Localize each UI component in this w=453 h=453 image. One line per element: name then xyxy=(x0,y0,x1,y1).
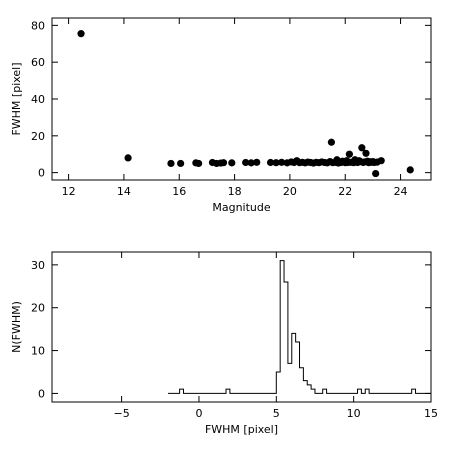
scatter-point xyxy=(242,158,250,167)
scatter-point xyxy=(77,30,85,38)
x-tick-label: 20 xyxy=(283,185,297,198)
scatter-point xyxy=(167,159,175,168)
x-tick-label: 22 xyxy=(338,185,352,198)
scatter-point xyxy=(247,159,255,167)
y-tick-label: 20 xyxy=(31,302,45,315)
y-tick-label: 30 xyxy=(31,259,45,272)
histogram-step-line xyxy=(168,260,431,394)
x-tick-label: 12 xyxy=(62,185,76,198)
scatter-plot-frame xyxy=(51,17,432,181)
x-tick-label: 5 xyxy=(273,407,280,420)
y-tick-label: 20 xyxy=(31,130,45,143)
scatter-axis-ticks: 12 14 16 18 20 22 24 0 20 40 60 80 xyxy=(31,18,431,198)
histogram-panel: −5 0 5 10 15 0 10 20 30 FWHM [pixel] N(FWHM) xyxy=(10,251,438,436)
x-tick-label: 15 xyxy=(424,407,438,420)
scatter-point xyxy=(124,154,132,162)
x-tick-label: 16 xyxy=(172,185,186,198)
histogram-y-axis-label: N(FWHM) xyxy=(10,301,23,353)
scatter-points xyxy=(77,30,414,178)
scatter-point xyxy=(278,158,286,166)
scatter-x-axis-label: Magnitude xyxy=(212,201,271,214)
scatter-point xyxy=(372,169,380,178)
x-tick-label: 10 xyxy=(347,407,361,420)
y-tick-label: 40 xyxy=(31,93,45,106)
x-tick-label: −5 xyxy=(114,407,130,420)
y-tick-label: 80 xyxy=(31,19,45,32)
scatter-point xyxy=(358,144,366,152)
y-tick-label: 0 xyxy=(38,167,45,180)
x-tick-label: 14 xyxy=(117,185,131,198)
x-tick-label: 24 xyxy=(394,185,408,198)
y-tick-label: 60 xyxy=(31,56,45,69)
histogram-x-axis-label: FWHM [pixel] xyxy=(205,423,278,436)
scatter-point xyxy=(219,159,228,167)
scatter-point xyxy=(228,159,236,167)
scatter-panel: 12 14 16 18 20 22 24 0 20 40 60 80 Magnitude FWHM [… xyxy=(10,17,432,214)
y-tick-label: 10 xyxy=(31,345,45,358)
scatter-point xyxy=(272,159,280,167)
histogram-plot-frame xyxy=(51,251,432,403)
scatter-point xyxy=(362,149,370,157)
y-tick-label: 0 xyxy=(38,387,45,400)
scatter-point xyxy=(253,158,261,166)
scatter-point xyxy=(266,158,275,167)
scatter-point xyxy=(406,166,414,174)
scatter-y-axis-label: FWHM [pixel] xyxy=(10,62,23,135)
scatter-point xyxy=(195,159,203,168)
x-tick-label: 0 xyxy=(195,407,202,420)
scatter-point xyxy=(327,138,336,146)
x-tick-label: 18 xyxy=(228,185,242,198)
histogram-axis-ticks: −5 0 5 10 15 0 10 20 30 xyxy=(31,252,438,420)
scatter-point xyxy=(377,157,385,165)
scatter-point xyxy=(177,159,185,168)
scatter-point xyxy=(345,150,353,158)
